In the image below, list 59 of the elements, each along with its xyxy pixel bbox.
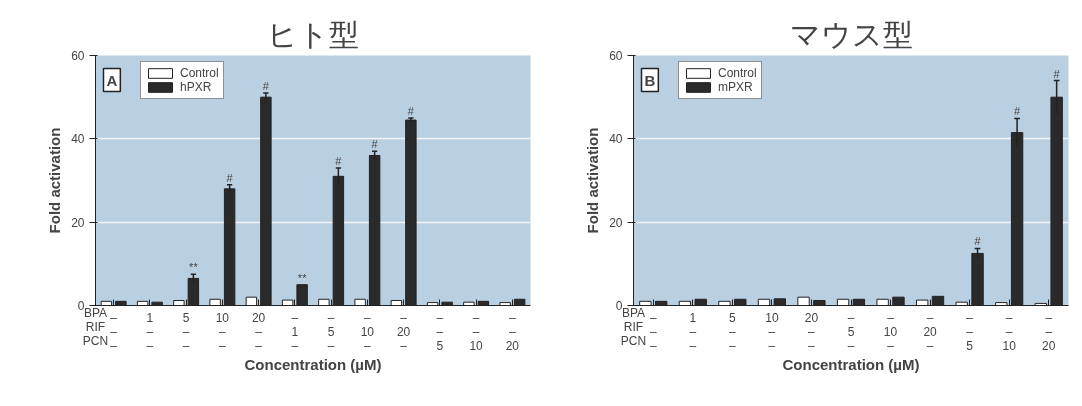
annotation: A [106,71,118,89]
y-tick-label: 20 [71,215,85,230]
x-tick-label: – – 10 [1002,310,1017,353]
annotation: BPA [83,305,108,320]
annotation: # [226,171,234,184]
y-tick-label: 40 [609,132,623,147]
text: PCN [82,333,109,348]
x-tick-label: – – – [110,310,118,353]
x-axis-title: Concentration (µM) [244,355,382,373]
x-tick-label: – 5 – [327,310,335,353]
x-tick-label: 1 – – [146,310,154,353]
annotation: # [974,235,982,248]
annotation: ** [297,271,308,284]
x-tick-label: 5 – – [729,310,737,353]
text: RIF [85,319,106,334]
chart-title: マウス型 [789,17,913,51]
annotation: # [1053,67,1061,80]
annotation: # [371,138,379,151]
annotation: # [1014,105,1022,118]
x-tick-label: – – – [649,310,657,353]
y-tick-label: 0 [615,299,623,313]
x-tick-label: – 10 – [883,310,898,353]
annotation: B [644,71,656,89]
x-tick-label: – 20 – [396,310,411,353]
x-tick-label: – 20 – [923,310,938,353]
y-tick-label: 60 [609,49,623,63]
annotation: ** [189,261,199,274]
annotation: # [262,80,270,92]
annotation: # [335,155,343,167]
legend-label: Control [718,66,757,80]
legend-label: mPXR [718,80,753,94]
x-tick-label: – 5 – [847,310,855,353]
y-axis-title: Fold activation [46,127,64,234]
x-tick-label: – 10 – [360,310,375,353]
x-tick-label: – – 5 [436,310,444,353]
x-tick-label: 5 – – [182,310,190,353]
x-tick-label: 20 – – [804,310,819,353]
y-tick-label: 20 [609,215,623,230]
legend-label: hPXR [180,80,212,94]
chart-title: ヒト型 [267,17,359,51]
x-tick-label: 10 – – [765,310,779,353]
text: RIF [623,319,644,334]
text: PCN [620,333,647,348]
annotation: BPA [621,305,646,320]
x-axis-title: Concentration (µM) [782,355,920,373]
legend-label: Control [180,66,219,80]
y-axis-title: Fold activation [584,127,602,234]
x-tick-label: – – 20 [505,310,520,353]
x-tick-label: – – 20 [1042,310,1056,353]
x-tick-label: – 1 – [291,310,299,353]
annotation: # [407,105,415,117]
x-tick-label: 20 – – [251,310,266,353]
x-tick-label: 1 – – [689,310,697,353]
y-tick-label: 0 [77,299,85,313]
y-tick-label: 60 [71,49,85,63]
x-tick-label: 10 – – [215,310,230,353]
y-tick-label: 40 [71,132,85,147]
x-tick-label: – – 10 [469,310,484,353]
x-tick-label: – – 5 [966,310,974,353]
